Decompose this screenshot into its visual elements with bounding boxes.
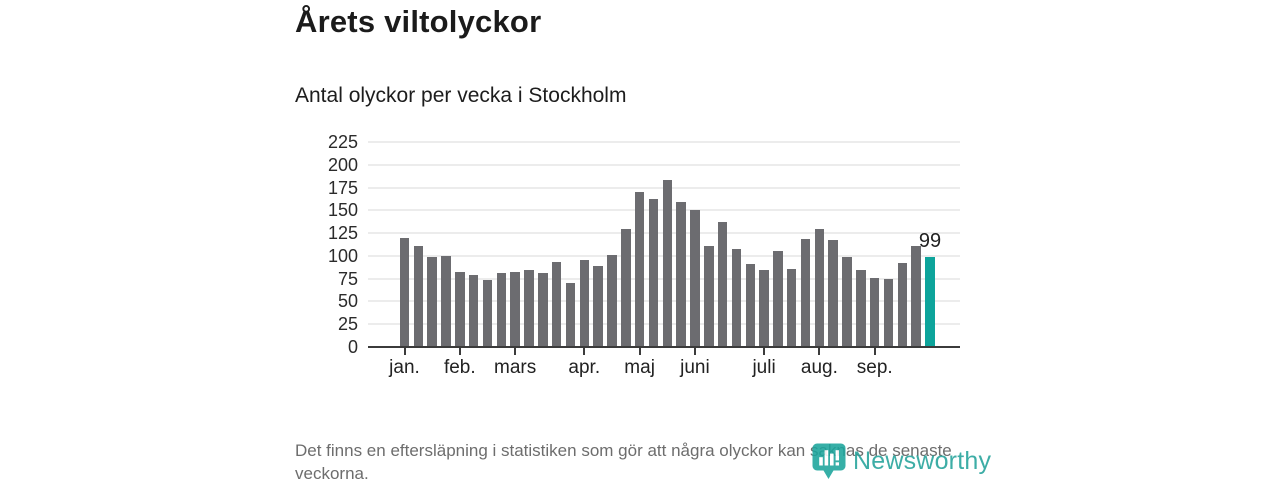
bar — [869, 277, 880, 347]
bar — [482, 279, 493, 347]
y-axis-tick-label: 0 — [347, 337, 358, 357]
logo-bar-medium — [830, 453, 834, 466]
y-axis-tick-label: 125 — [327, 223, 358, 244]
bar — [634, 192, 645, 347]
x-axis-tick — [873, 347, 876, 355]
bar — [745, 264, 755, 347]
logo-exclamation-stem — [835, 450, 839, 461]
x-axis-month-label: sep. — [856, 357, 893, 378]
x-axis-tick — [693, 347, 696, 355]
y-axis-tick-label: 225 — [327, 132, 358, 152]
y-axis-tick-label: 100 — [327, 245, 358, 266]
bar — [565, 283, 576, 347]
bar — [856, 269, 866, 347]
bar — [842, 256, 852, 347]
bar — [704, 245, 714, 347]
bar — [814, 228, 825, 347]
bar — [593, 265, 603, 347]
x-axis-tick — [458, 347, 461, 355]
x-axis-tick — [583, 347, 586, 355]
y-axis-tick-label: 175 — [327, 177, 358, 198]
grid-line — [368, 141, 960, 143]
bar — [759, 269, 769, 347]
bar — [579, 259, 590, 347]
bar — [648, 198, 659, 347]
bar-value-label: 99 — [918, 229, 942, 252]
x-axis-line — [368, 345, 960, 348]
bar — [731, 248, 742, 347]
y-axis-tick-label: 150 — [327, 200, 358, 221]
bar — [607, 254, 617, 347]
bar — [524, 269, 534, 347]
bar — [441, 255, 451, 347]
newsworthy-logo[interactable]: Newsworthy — [812, 443, 991, 480]
x-axis-month-label: juni — [680, 357, 710, 378]
x-axis-tick — [514, 347, 517, 355]
bar — [551, 262, 562, 347]
bar — [897, 263, 908, 347]
x-axis-month-label: apr. — [568, 357, 601, 378]
bar — [468, 275, 479, 347]
bar — [455, 272, 465, 347]
newsworthy-wordmark: Newsworthy — [853, 447, 992, 475]
x-axis-month-label: feb. — [443, 357, 476, 378]
chart-subtitle: Antal olyckor per vecka i Stockholm — [295, 84, 627, 107]
bar — [510, 272, 520, 347]
footnote: Det finns en eftersläpning i statistiken… — [295, 441, 952, 483]
bar — [662, 180, 673, 347]
plot-area: 99 — [368, 141, 960, 355]
bar — [399, 237, 410, 347]
bar — [621, 228, 631, 347]
x-axis-month-label: mars — [494, 357, 537, 378]
bar — [786, 268, 797, 347]
grid-line — [368, 163, 960, 166]
bar — [800, 238, 811, 347]
x-axis-month-label: juli — [752, 357, 776, 378]
bar — [496, 273, 507, 347]
bar — [717, 222, 728, 347]
bar — [690, 210, 700, 347]
x-axis-month-label: jan. — [389, 357, 420, 378]
newsworthy-bubble-barchart-icon — [812, 443, 846, 479]
logo-exclamation-dot — [835, 462, 839, 466]
logo-bar-tall — [824, 450, 829, 466]
bar — [911, 245, 921, 347]
x-axis-month-label: aug. — [800, 357, 838, 378]
logo-bar-short — [819, 457, 823, 466]
y-axis-tick-label: 200 — [327, 154, 358, 175]
bar — [413, 245, 424, 347]
bar — [883, 278, 894, 347]
bar — [538, 273, 548, 347]
x-axis-month-label: maj — [624, 357, 655, 378]
x-axis-tick — [818, 347, 821, 355]
bar — [773, 251, 783, 347]
x-axis-tick — [763, 347, 766, 355]
x-axis-tick — [638, 347, 641, 355]
y-axis-tick-label: 25 — [337, 314, 358, 335]
y-axis-tick-label: 50 — [337, 291, 358, 312]
y-axis-tick-label: 75 — [337, 268, 358, 289]
highlighted-bar — [925, 256, 935, 347]
chart-title: Årets viltolyckor — [295, 4, 542, 39]
bar — [427, 256, 437, 347]
bar — [828, 239, 838, 347]
bar — [676, 202, 686, 347]
y-axis-labels: 0 25 50 75 100 125 150 175 200 225 — [0, 132, 358, 357]
x-axis-tick — [403, 347, 406, 355]
